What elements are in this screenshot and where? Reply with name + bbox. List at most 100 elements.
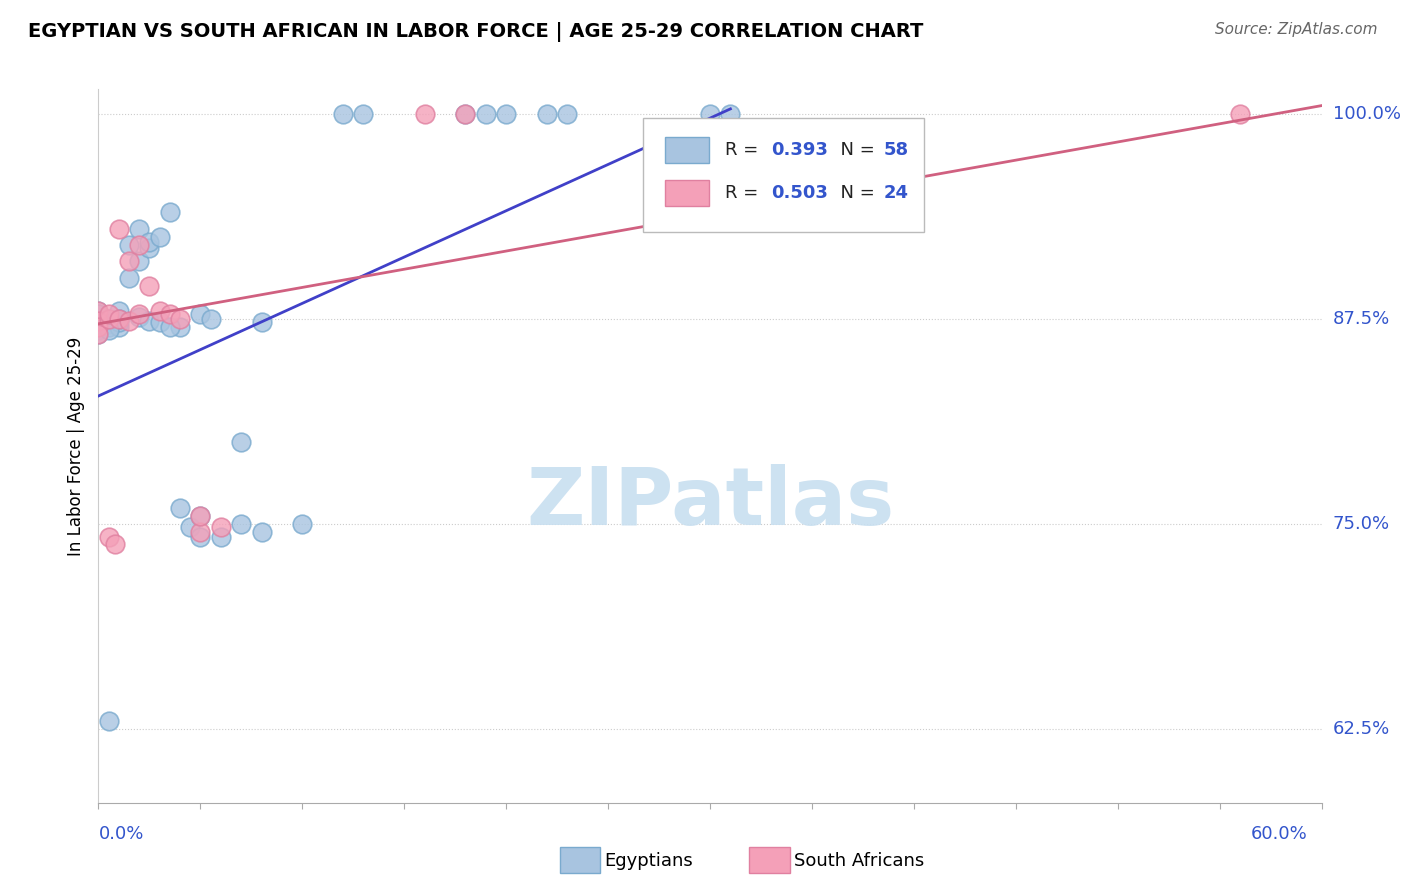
Point <box>188 525 212 540</box>
Text: South Africans: South Africans <box>794 852 925 870</box>
Point <box>454 107 477 121</box>
Point <box>699 107 721 121</box>
Point <box>138 235 160 249</box>
Point <box>108 311 131 326</box>
Point <box>87 303 110 318</box>
Text: 24: 24 <box>884 184 908 202</box>
Point <box>291 516 314 531</box>
Point <box>87 313 110 327</box>
Point <box>250 525 273 540</box>
FancyBboxPatch shape <box>643 118 924 232</box>
Point <box>108 315 131 329</box>
Point <box>209 530 232 544</box>
Point <box>169 320 191 334</box>
Point <box>188 508 212 523</box>
Point <box>128 238 150 252</box>
Text: 60.0%: 60.0% <box>1251 825 1308 843</box>
Point <box>495 107 517 121</box>
Point <box>718 107 742 121</box>
Point <box>413 107 436 121</box>
Text: 0.393: 0.393 <box>772 141 828 159</box>
Point <box>231 434 253 449</box>
Point <box>104 536 127 550</box>
Text: ZIPatlas: ZIPatlas <box>526 464 894 542</box>
Point <box>188 508 212 523</box>
Point <box>1229 107 1251 121</box>
Point <box>87 311 110 326</box>
Point <box>118 270 141 285</box>
Point <box>87 313 110 327</box>
Point <box>108 311 131 326</box>
Point <box>87 320 110 334</box>
Point <box>188 530 212 544</box>
Point <box>138 241 160 255</box>
Point <box>200 311 222 326</box>
Point <box>87 323 110 337</box>
Point <box>87 311 110 326</box>
FancyBboxPatch shape <box>665 137 709 162</box>
Text: 75.0%: 75.0% <box>1333 515 1391 533</box>
Point <box>555 107 579 121</box>
Point <box>128 307 150 321</box>
Point <box>87 320 110 334</box>
Point <box>373 829 395 843</box>
Point <box>97 307 120 321</box>
FancyBboxPatch shape <box>665 180 709 205</box>
Point <box>169 500 191 515</box>
Point <box>118 812 141 826</box>
Point <box>332 107 354 121</box>
Point <box>169 311 191 326</box>
Point <box>128 221 150 235</box>
Point <box>536 107 558 121</box>
Y-axis label: In Labor Force | Age 25-29: In Labor Force | Age 25-29 <box>67 336 86 556</box>
Point <box>87 326 110 341</box>
Point <box>159 320 181 334</box>
Point <box>97 320 120 334</box>
Point <box>474 107 498 121</box>
Text: N =: N = <box>828 141 880 159</box>
Point <box>138 313 160 327</box>
Point <box>97 714 120 728</box>
Point <box>159 205 181 219</box>
Point <box>108 303 131 318</box>
Point <box>138 279 160 293</box>
Text: 0.0%: 0.0% <box>98 825 143 843</box>
Point <box>231 516 253 531</box>
Point <box>128 310 150 325</box>
Point <box>87 307 110 321</box>
Point <box>209 520 232 534</box>
Point <box>87 303 110 318</box>
Text: 0.503: 0.503 <box>772 184 828 202</box>
Point <box>87 326 110 341</box>
Text: EGYPTIAN VS SOUTH AFRICAN IN LABOR FORCE | AGE 25-29 CORRELATION CHART: EGYPTIAN VS SOUTH AFRICAN IN LABOR FORCE… <box>28 22 924 42</box>
Point <box>108 311 131 326</box>
Point <box>118 254 141 268</box>
Point <box>97 323 120 337</box>
Point <box>108 320 131 334</box>
Point <box>118 313 141 327</box>
Point <box>352 107 374 121</box>
Text: R =: R = <box>724 184 763 202</box>
Point <box>159 307 181 321</box>
Text: Source: ZipAtlas.com: Source: ZipAtlas.com <box>1215 22 1378 37</box>
Point <box>454 107 477 121</box>
Point <box>149 230 172 244</box>
Text: 87.5%: 87.5% <box>1333 310 1391 328</box>
Point <box>250 315 273 329</box>
Text: N =: N = <box>828 184 880 202</box>
Point <box>149 315 172 329</box>
Point <box>97 311 120 326</box>
Text: 62.5%: 62.5% <box>1333 720 1391 738</box>
Point <box>97 317 120 331</box>
Point <box>87 310 110 325</box>
Point <box>97 311 120 326</box>
Point <box>179 520 201 534</box>
Text: R =: R = <box>724 141 763 159</box>
Point <box>128 254 150 268</box>
Point <box>87 307 110 321</box>
Point <box>188 307 212 321</box>
Point <box>149 303 172 318</box>
Text: 100.0%: 100.0% <box>1333 104 1400 123</box>
Point <box>87 317 110 331</box>
Point <box>97 530 120 544</box>
